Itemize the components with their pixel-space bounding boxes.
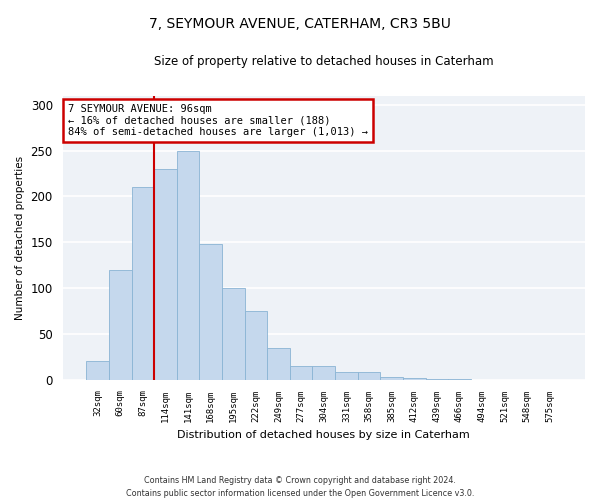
Bar bbox=[131, 187, 154, 380]
Bar bbox=[380, 377, 403, 380]
Bar bbox=[267, 348, 290, 380]
Bar bbox=[290, 366, 313, 380]
Bar bbox=[177, 150, 199, 380]
Bar bbox=[109, 270, 131, 380]
Title: Size of property relative to detached houses in Caterham: Size of property relative to detached ho… bbox=[154, 55, 494, 68]
Bar bbox=[358, 372, 380, 380]
Bar bbox=[425, 379, 448, 380]
Y-axis label: Number of detached properties: Number of detached properties bbox=[15, 156, 25, 320]
Bar bbox=[313, 366, 335, 380]
Text: 7 SEYMOUR AVENUE: 96sqm
← 16% of detached houses are smaller (188)
84% of semi-d: 7 SEYMOUR AVENUE: 96sqm ← 16% of detache… bbox=[68, 104, 368, 138]
Bar bbox=[335, 372, 358, 380]
Text: 7, SEYMOUR AVENUE, CATERHAM, CR3 5BU: 7, SEYMOUR AVENUE, CATERHAM, CR3 5BU bbox=[149, 18, 451, 32]
Bar bbox=[154, 169, 177, 380]
Bar bbox=[222, 288, 245, 380]
Text: Contains HM Land Registry data © Crown copyright and database right 2024.
Contai: Contains HM Land Registry data © Crown c… bbox=[126, 476, 474, 498]
Bar bbox=[448, 379, 471, 380]
Bar bbox=[199, 244, 222, 380]
Bar bbox=[245, 311, 267, 380]
X-axis label: Distribution of detached houses by size in Caterham: Distribution of detached houses by size … bbox=[178, 430, 470, 440]
Bar bbox=[403, 378, 425, 380]
Bar bbox=[86, 362, 109, 380]
